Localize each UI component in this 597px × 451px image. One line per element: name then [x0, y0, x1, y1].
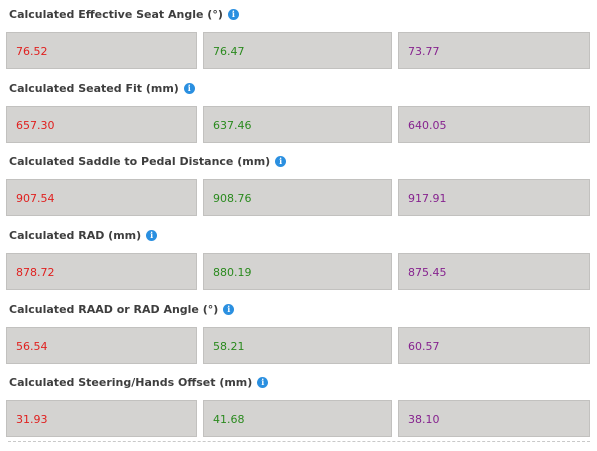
value-purple: 917.91 [408, 192, 447, 205]
info-icon[interactable]: i [227, 8, 239, 20]
field-rad: Calculated RAD (mm) i 878.72 880.19 875.… [0, 221, 597, 294]
value-box-purple: 875.45 [398, 253, 590, 290]
value-box-green: 76.47 [203, 32, 392, 69]
value-box-purple: 640.05 [398, 106, 590, 143]
value-box-red: 878.72 [6, 253, 197, 290]
field-label-row: Calculated Effective Seat Angle (°) i [9, 6, 239, 22]
value-box-purple: 38.10 [398, 400, 590, 437]
value-red: 31.93 [16, 413, 48, 426]
value-green: 41.68 [213, 413, 245, 426]
field-saddle-to-pedal-distance: Calculated Saddle to Pedal Distance (mm)… [0, 147, 597, 220]
value-box-purple: 73.77 [398, 32, 590, 69]
value-box-red: 907.54 [6, 179, 197, 216]
field-label: Calculated RAD (mm) [9, 228, 142, 242]
field-label-row: Calculated Steering/Hands Offset (mm) i [9, 374, 269, 390]
value-box-green: 58.21 [203, 327, 392, 364]
value-purple: 60.57 [408, 340, 440, 353]
field-label: Calculated Seated Fit (mm) [9, 81, 179, 95]
field-label-row: Calculated RAAD or RAD Angle (°) i [9, 301, 235, 317]
field-label-row: Calculated Saddle to Pedal Distance (mm)… [9, 153, 287, 169]
value-green: 58.21 [213, 340, 245, 353]
value-box-red: 31.93 [6, 400, 197, 437]
value-box-red: 76.52 [6, 32, 197, 69]
field-seated-fit: Calculated Seated Fit (mm) i 657.30 637.… [0, 74, 597, 147]
field-label-row: Calculated RAD (mm) i [9, 227, 158, 243]
value-red: 76.52 [16, 45, 48, 58]
value-purple: 875.45 [408, 266, 447, 279]
field-raad-angle: Calculated RAAD or RAD Angle (°) i 56.54… [0, 295, 597, 368]
value-red: 878.72 [16, 266, 55, 279]
field-effective-seat-angle: Calculated Effective Seat Angle (°) i 76… [0, 0, 597, 73]
field-label: Calculated RAAD or RAD Angle (°) [9, 302, 219, 316]
field-label: Calculated Effective Seat Angle (°) [9, 7, 223, 21]
value-box-green: 41.68 [203, 400, 392, 437]
field-label-row: Calculated Seated Fit (mm) i [9, 80, 195, 96]
value-red: 657.30 [16, 119, 55, 132]
field-label: Calculated Steering/Hands Offset (mm) [9, 375, 253, 389]
value-green: 908.76 [213, 192, 252, 205]
value-purple: 73.77 [408, 45, 440, 58]
value-red: 907.54 [16, 192, 55, 205]
dashed-divider [8, 441, 590, 442]
field-steering-hands-offset: Calculated Steering/Hands Offset (mm) i … [0, 368, 597, 441]
field-label: Calculated Saddle to Pedal Distance (mm) [9, 154, 271, 168]
value-purple: 640.05 [408, 119, 447, 132]
value-box-green: 637.46 [203, 106, 392, 143]
value-box-purple: 917.91 [398, 179, 590, 216]
value-purple: 38.10 [408, 413, 440, 426]
info-icon[interactable]: i [146, 229, 158, 241]
info-icon[interactable]: i [275, 155, 287, 167]
value-box-red: 657.30 [6, 106, 197, 143]
value-green: 880.19 [213, 266, 252, 279]
value-box-green: 880.19 [203, 253, 392, 290]
value-box-purple: 60.57 [398, 327, 590, 364]
value-box-red: 56.54 [6, 327, 197, 364]
info-icon[interactable]: i [223, 303, 235, 315]
value-green: 637.46 [213, 119, 252, 132]
info-icon[interactable]: i [257, 376, 269, 388]
value-red: 56.54 [16, 340, 48, 353]
info-icon[interactable]: i [183, 82, 195, 94]
value-green: 76.47 [213, 45, 245, 58]
value-box-green: 908.76 [203, 179, 392, 216]
